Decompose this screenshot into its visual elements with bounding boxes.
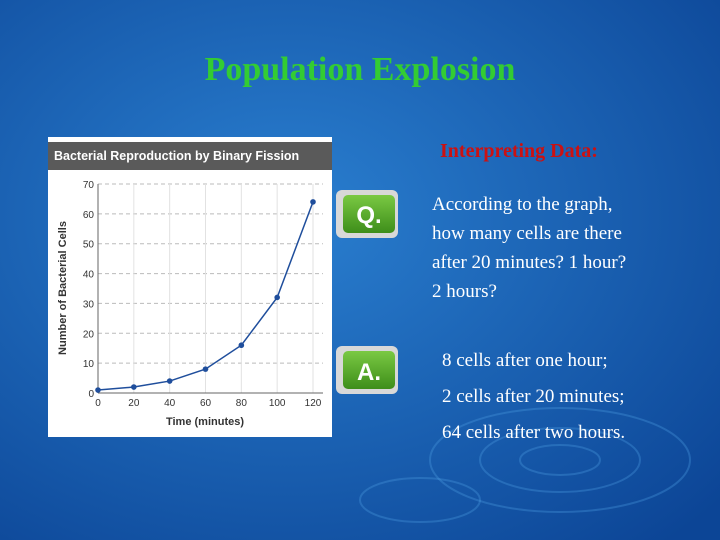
- data-point: [166, 378, 173, 384]
- data-point: [131, 384, 137, 390]
- x-tick-label: 20: [128, 398, 140, 409]
- question-line: after 20 minutes? 1 hour?: [432, 252, 626, 273]
- data-point: [202, 366, 209, 372]
- question-line: how many cells are there: [432, 223, 622, 244]
- x-axis-label: Time (minutes): [166, 416, 244, 428]
- y-tick-label: 70: [83, 180, 95, 191]
- data-point: [95, 387, 101, 393]
- plot: 0 10 20 30 40 50 60 70 0 20 40 60 80 100 120: [83, 180, 323, 409]
- x-tick-label: 0: [95, 398, 101, 409]
- badge-label: Q.: [356, 202, 381, 229]
- chart-title: Bacterial Reproduction by Binary Fission: [54, 149, 299, 163]
- answer-line: 64 cells after two hours.: [442, 422, 625, 443]
- y-tick-label: 0: [88, 389, 94, 400]
- question-line: 2 hours?: [432, 281, 497, 302]
- question-line: According to the graph,: [432, 194, 612, 215]
- heading: Interpreting Data:: [440, 140, 598, 162]
- x-tick-label: 100: [269, 398, 286, 409]
- data-point: [310, 199, 316, 205]
- slide-title: Population Explosion: [205, 51, 516, 88]
- question-badge: Q.: [336, 190, 398, 238]
- answer-line: 8 cells after one hour;: [442, 350, 608, 371]
- y-tick-label: 40: [83, 270, 95, 281]
- answer-line: 2 cells after 20 minutes;: [442, 386, 625, 407]
- y-tick-label: 60: [83, 210, 95, 221]
- y-tick-label: 10: [83, 359, 95, 370]
- answer-badge: A.: [336, 346, 398, 394]
- x-tick-label: 80: [236, 398, 248, 409]
- ripples: [359, 407, 691, 523]
- chart-panel: [48, 137, 332, 437]
- x-tick-label: 40: [164, 398, 176, 409]
- chart-header: [48, 142, 332, 170]
- y-axis-label: Number of Bacterial Cells: [57, 221, 69, 355]
- data-point: [238, 342, 245, 349]
- y-tick-label: 20: [83, 329, 95, 340]
- data-point: [274, 294, 280, 301]
- x-tick-label: 60: [200, 398, 212, 409]
- x-tick-label: 120: [305, 398, 322, 409]
- y-tick-label: 30: [83, 299, 95, 310]
- y-tick-label: 50: [83, 240, 95, 251]
- qa-text: According to the graph, how many cells ar…: [432, 194, 626, 443]
- badge-label: A.: [357, 359, 381, 386]
